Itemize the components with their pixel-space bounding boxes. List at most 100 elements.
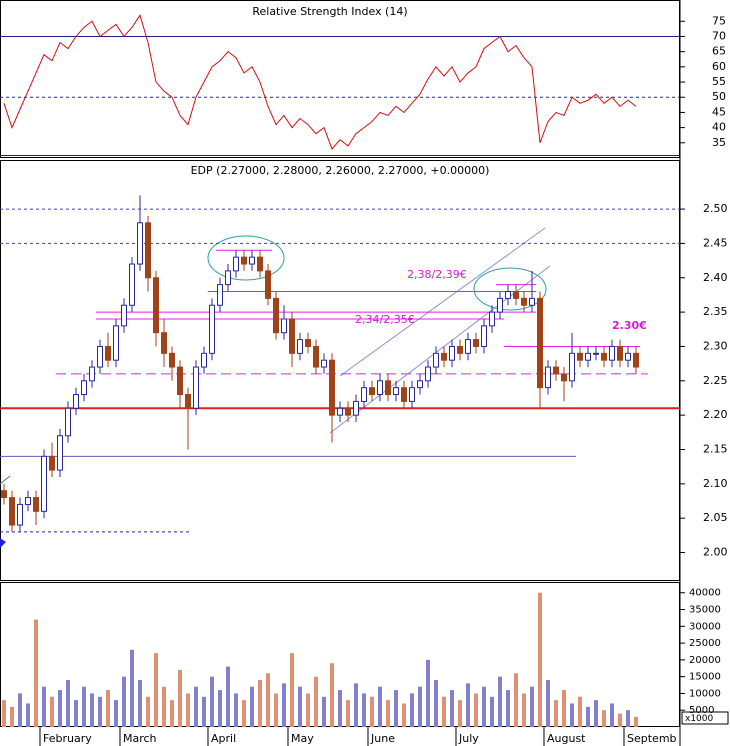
candle-body — [393, 387, 399, 396]
volume-bar — [458, 700, 462, 727]
candle-body — [553, 366, 559, 375]
candle-body — [305, 339, 311, 347]
candle-body — [185, 394, 191, 409]
y-tick-label: 55 — [712, 75, 726, 88]
volume-bar — [514, 673, 518, 727]
y-tick-label: 40000 — [689, 588, 721, 599]
candle-body — [577, 352, 583, 361]
volume-bar — [178, 669, 182, 727]
volume-bar — [442, 696, 446, 727]
volume-bar — [90, 693, 94, 727]
volume-bar — [218, 690, 222, 727]
volume-bar — [386, 700, 390, 727]
y-tick-label: 2.40 — [703, 271, 728, 284]
x-tick-label: Septemb — [627, 732, 677, 745]
volume-bar — [194, 686, 198, 727]
y-tick-label: 45 — [712, 105, 726, 118]
y-tick-label: 25000 — [689, 638, 721, 649]
candle-body — [593, 352, 599, 355]
annotation: 2,34/2,35€ — [355, 313, 415, 326]
candle-body — [33, 497, 39, 512]
volume-bar — [50, 696, 54, 727]
volume-bar — [562, 690, 566, 727]
candle-body — [337, 407, 343, 416]
unit-box — [681, 711, 729, 725]
volume-bar — [154, 653, 158, 727]
y-tick-label: 2.45 — [703, 236, 728, 249]
price-title: EDP (2.27000, 2.28000, 2.26000, 2.27000,… — [191, 164, 490, 177]
candle-body — [465, 339, 471, 354]
volume-bar — [234, 693, 238, 727]
volume-bar — [418, 686, 422, 727]
x-tick-label: June — [370, 732, 395, 745]
x-tick-label: March — [123, 732, 157, 745]
candle-body — [369, 387, 375, 396]
candle-body — [569, 352, 575, 382]
candle-body — [193, 366, 199, 409]
candle-body — [289, 318, 295, 354]
y-tick-label: 2.25 — [703, 374, 728, 387]
rsi-line — [3, 14, 637, 150]
volume-bar — [114, 700, 118, 727]
volume-bar — [258, 680, 262, 727]
volume-bar — [426, 659, 430, 727]
volume-bar — [162, 686, 166, 727]
candle-body — [377, 380, 383, 396]
volume-bar — [74, 700, 78, 727]
volume-bar — [354, 683, 358, 727]
y-tick-label: 65 — [712, 45, 726, 58]
candle-body — [177, 366, 183, 396]
volume-bar — [2, 700, 6, 727]
annotation: 2.30€ — [612, 319, 647, 332]
y-tick-label: 2.30 — [703, 339, 728, 352]
volume-bar — [146, 696, 150, 727]
y-tick-label: 2.35 — [703, 305, 728, 318]
candle-body — [129, 263, 135, 306]
candle-body — [153, 277, 159, 334]
volume-bar — [170, 700, 174, 727]
volume-bar — [26, 703, 30, 727]
channel-line — [339, 227, 546, 377]
candle-body — [17, 503, 23, 526]
candle-body — [489, 311, 495, 327]
candle-body — [217, 284, 223, 306]
volume-bar — [266, 673, 270, 727]
volume-bar — [58, 690, 62, 727]
y-tick-label: 15000 — [689, 672, 721, 683]
candle-body — [249, 256, 255, 265]
y-tick-label: 50 — [712, 90, 726, 103]
candle-body — [137, 222, 143, 265]
volume-bar — [98, 696, 102, 727]
candle-body — [73, 394, 79, 409]
candle-body — [401, 387, 407, 402]
y-tick-label: 2.00 — [703, 546, 728, 559]
y-tick-label: 60 — [712, 60, 726, 73]
y-tick-label: 2.50 — [703, 202, 728, 215]
candle-body — [545, 366, 551, 389]
y-tick-label: 30000 — [689, 621, 721, 632]
y-tick-label: 10000 — [689, 688, 721, 699]
candle-body — [257, 256, 263, 272]
volume-bar — [298, 686, 302, 727]
volume-bar — [410, 693, 414, 727]
candle-body — [121, 304, 127, 327]
candle-body — [513, 291, 519, 299]
candle-body — [273, 297, 279, 334]
candle-body — [81, 380, 87, 396]
volume-bar — [474, 693, 478, 727]
candle-body — [329, 359, 335, 416]
candle-body — [97, 345, 103, 368]
candle-body — [449, 345, 455, 361]
candle-body — [481, 325, 487, 347]
candle-body — [521, 297, 527, 306]
candle-body — [233, 256, 239, 272]
volume-bar — [482, 686, 486, 727]
volume-bar — [210, 676, 214, 727]
candle-body — [497, 297, 503, 313]
price-frame — [0, 160, 680, 581]
volume-bar — [490, 696, 494, 727]
volume-bar — [322, 696, 326, 727]
volume-bar — [338, 690, 342, 727]
candle-body — [313, 345, 319, 368]
candle-body — [345, 407, 351, 416]
